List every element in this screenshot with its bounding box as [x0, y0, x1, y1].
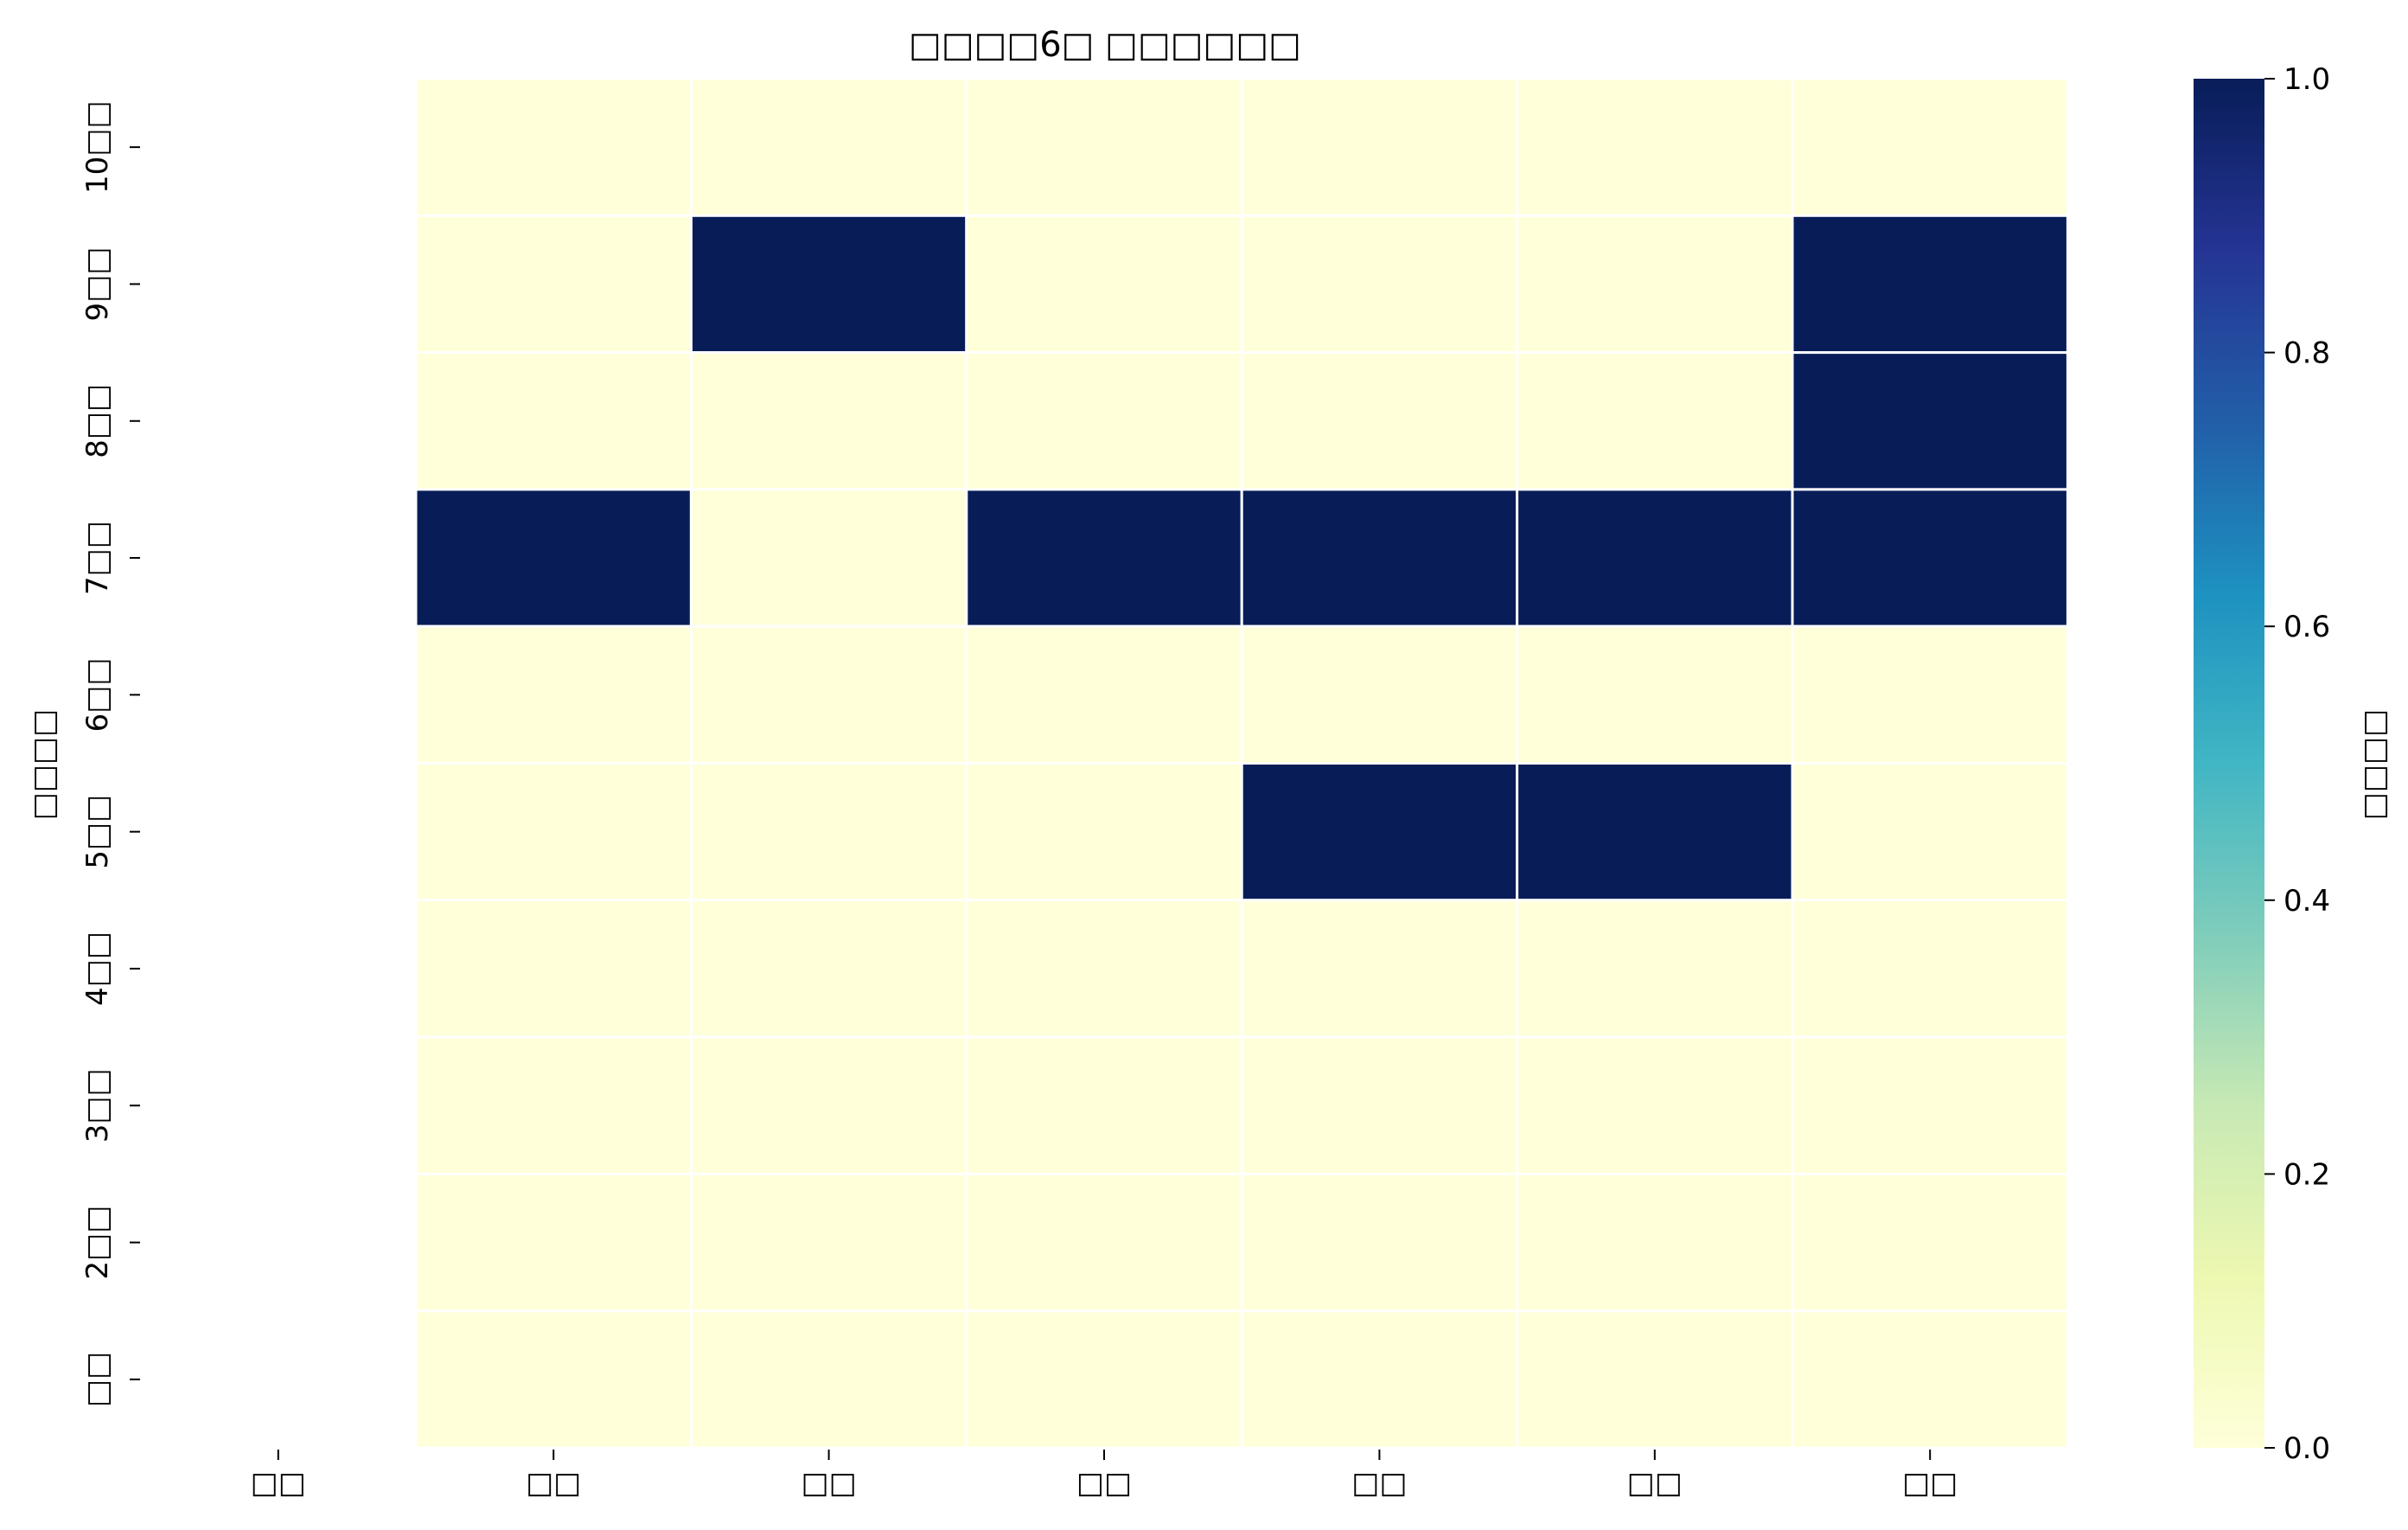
x-tick-label: □□	[1627, 1466, 1683, 1501]
y-tick-label: 9□□	[80, 247, 115, 322]
heatmap-cell	[689, 762, 968, 902]
heatmap-cell	[1240, 488, 1519, 628]
heatmap-cell	[1516, 1309, 1794, 1450]
y-tick-label: 2□□	[80, 1206, 115, 1280]
heatmap-cell	[414, 351, 693, 491]
heatmap-cell	[965, 1172, 1243, 1313]
heatmap-cell	[965, 351, 1243, 491]
heatmap-cell	[965, 899, 1243, 1039]
y-tick-label: 3□□	[80, 1068, 115, 1143]
y-tick-label: 7□□	[80, 521, 115, 595]
heatmap-cell	[689, 899, 968, 1039]
colorbar-tick-label: 0.8	[2283, 336, 2330, 371]
heatmap-cell	[1240, 1172, 1519, 1313]
heatmap-cell	[1516, 899, 1794, 1039]
colorbar-tick-label: 1.0	[2283, 62, 2330, 97]
x-axis-ticks: □□ □□ □□ □□ □□ □□ □□	[251, 1450, 1958, 1501]
heatmap-cell	[1791, 624, 2069, 765]
x-tick-label: □□	[1351, 1466, 1407, 1501]
colorbar-label: □□□□	[2357, 709, 2392, 821]
heatmap-cell	[414, 1309, 693, 1450]
heatmap-cell	[1791, 899, 2069, 1039]
colorbar-tick-label: 0.6	[2283, 610, 2330, 644]
heatmap-cell	[965, 762, 1243, 902]
heatmap-cell	[1240, 214, 1519, 355]
heatmap-cell	[414, 899, 693, 1039]
heatmap-cell	[689, 351, 968, 491]
heatmap-cell	[689, 1309, 968, 1450]
heatmap-cell	[1516, 351, 1794, 491]
heatmap-cell	[965, 77, 1243, 217]
y-axis-ticks: 10□□ 9□□ 8□□ 7□□ 6□□ 5□□ 4□□ 3□□ 2□□ □□	[80, 100, 140, 1407]
x-tick-label: □□	[251, 1466, 306, 1501]
heatmap-cell	[414, 1035, 693, 1175]
y-tick-label: 6□□	[80, 657, 115, 732]
heatmap-cell	[1240, 1309, 1519, 1450]
heatmap-cell	[965, 488, 1243, 628]
heatmap-cell	[1240, 762, 1519, 902]
heatmap-cell	[1516, 214, 1794, 355]
heatmap-cell	[1516, 624, 1794, 765]
colorbar-tick-label: 0.0	[2283, 1431, 2330, 1466]
heatmap-cell	[689, 624, 968, 765]
heatmap-cell	[414, 1172, 693, 1313]
x-tick-label: □□	[801, 1466, 856, 1501]
heatmap-cell	[1240, 77, 1519, 217]
heatmap-cell	[414, 488, 693, 628]
heatmap-cell	[689, 488, 968, 628]
heatmap-cell	[1791, 214, 2069, 355]
heatmap-cell	[689, 214, 968, 355]
heatmap-cell	[414, 624, 693, 765]
heatmap-cell	[414, 762, 693, 902]
heatmap-cell	[1240, 351, 1519, 491]
heatmap-cell	[1791, 1035, 2069, 1175]
chart-title: □□□□6□ □□□□□□	[909, 25, 1301, 65]
heatmap-cell	[1516, 488, 1794, 628]
heatmap-cell	[1791, 351, 2069, 491]
heatmap-cell	[1516, 77, 1794, 217]
heatmap-cell	[1791, 1172, 2069, 1313]
colorbar-ticks: 0.0 0.2 0.4 0.6 0.8 1.0	[2264, 62, 2330, 1466]
heatmap-cell	[1791, 762, 2069, 902]
heatmap-cell	[1791, 1309, 2069, 1450]
heatmap-cell	[414, 214, 693, 355]
x-tick-label: □□	[1076, 1466, 1132, 1501]
heatmap-cell	[965, 1309, 1243, 1450]
heatmap-cell	[965, 214, 1243, 355]
y-tick-label: 8□□	[80, 384, 115, 458]
heatmap-cell	[689, 1172, 968, 1313]
heatmap-cell	[1516, 762, 1794, 902]
x-tick-label: □□	[1902, 1466, 1958, 1501]
y-tick-label: 4□□	[80, 931, 115, 1006]
y-tick-label: □□	[80, 1352, 115, 1407]
heatmap-cell	[1791, 77, 2069, 217]
heatmap-cell	[1516, 1172, 1794, 1313]
heatmap-cell	[1240, 899, 1519, 1039]
heatmap-cell	[689, 1035, 968, 1175]
colorbar-tick-label: 0.2	[2283, 1157, 2330, 1192]
x-tick-label: □□	[526, 1466, 581, 1501]
heatmap-cell	[414, 77, 693, 217]
heatmap-cells	[414, 77, 2069, 1450]
y-tick-label: 5□□	[80, 795, 115, 869]
heatmap-cell	[965, 624, 1243, 765]
heatmap-cell	[1240, 1035, 1519, 1175]
heatmap-cell	[1516, 1035, 1794, 1175]
heatmap-cell	[689, 77, 968, 217]
heatmap-cell	[1240, 624, 1519, 765]
colorbar	[2194, 79, 2264, 1448]
y-tick-label: 10□□	[80, 100, 115, 194]
heatmap-cell	[1791, 488, 2069, 628]
colorbar-tick-label: 0.4	[2283, 884, 2330, 919]
heatmap-cell	[965, 1035, 1243, 1175]
y-axis-label: □□□□	[27, 709, 61, 821]
